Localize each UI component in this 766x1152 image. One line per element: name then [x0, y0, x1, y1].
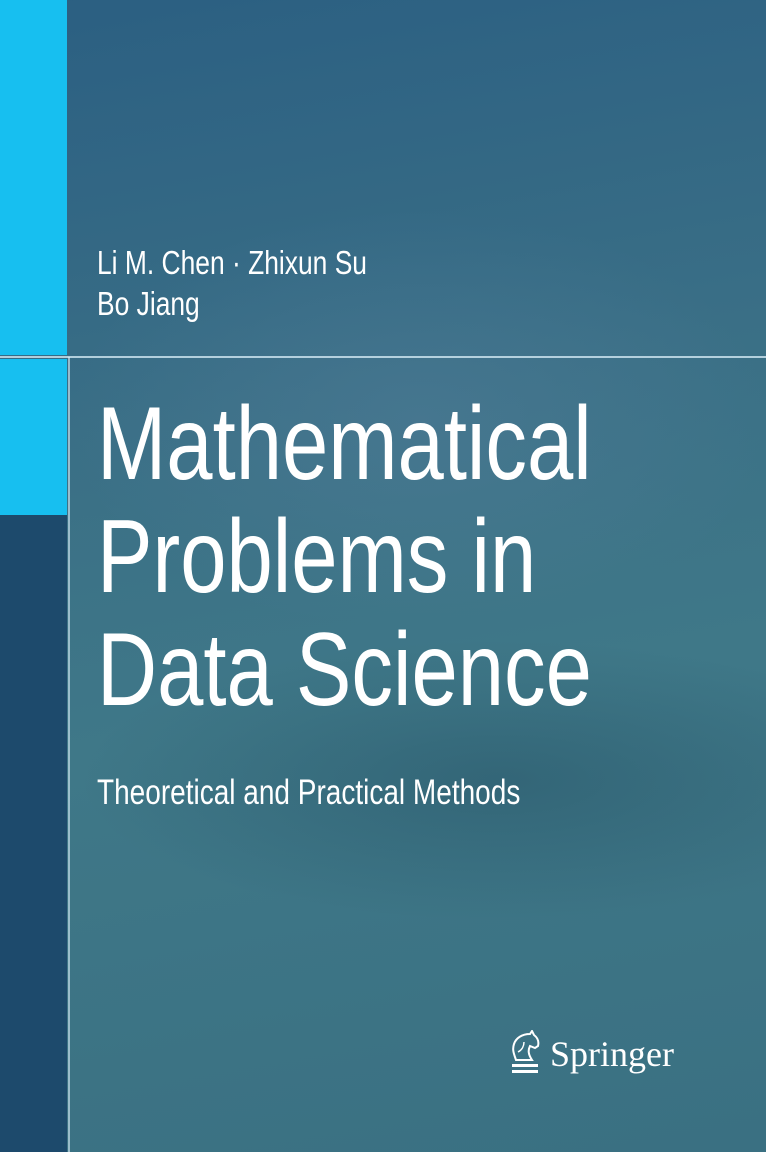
title-line-1: Mathematical [97, 386, 592, 502]
springer-knight-icon [512, 1030, 540, 1073]
title-line-3: Data Science [97, 612, 592, 728]
accent-bar-top [0, 0, 67, 355]
dark-strip [0, 515, 67, 1152]
horizontal-divider [0, 356, 766, 358]
publisher-logo: Springer [508, 1030, 674, 1078]
vertical-divider [68, 357, 70, 1152]
publisher-name: Springer [550, 1034, 674, 1074]
title-line-2: Problems in [97, 499, 537, 615]
authors-line-2: Bo Jiang [97, 285, 200, 322]
authors-line-1: Li M. Chen · Zhixun Su [97, 244, 367, 281]
accent-bar-middle [0, 359, 67, 515]
subtitle: Theoretical and Practical Methods [97, 773, 521, 812]
